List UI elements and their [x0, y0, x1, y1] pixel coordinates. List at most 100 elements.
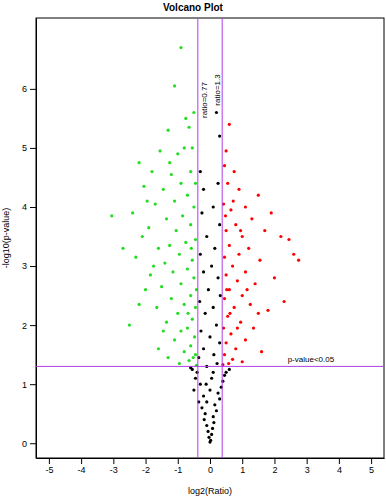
point: [192, 205, 195, 208]
x-tick-mark: [371, 458, 372, 464]
point: [219, 294, 222, 297]
point: [205, 235, 208, 238]
x-tick-label: -4: [78, 465, 86, 475]
y-tick: 5: [22, 143, 36, 153]
point: [194, 377, 197, 380]
point: [249, 303, 252, 306]
point: [213, 247, 216, 250]
reference-line: [197, 18, 198, 458]
point: [231, 358, 234, 361]
reference-label: p-value<0.05: [288, 355, 335, 364]
point: [257, 312, 260, 315]
point: [176, 152, 179, 155]
point: [186, 194, 189, 197]
point: [234, 223, 237, 226]
point: [168, 161, 171, 164]
point: [232, 199, 235, 202]
point: [165, 321, 168, 324]
point: [183, 350, 186, 353]
point: [266, 309, 269, 312]
x-tick: 3: [305, 458, 310, 475]
point: [163, 262, 166, 265]
point: [216, 276, 219, 279]
reference-label: ratio=0.77: [200, 82, 209, 118]
point: [121, 247, 124, 250]
point: [229, 332, 232, 335]
point: [208, 335, 211, 338]
plot-frame: [36, 18, 384, 458]
point: [215, 111, 218, 114]
point: [173, 84, 176, 87]
y-tick-label: 3: [22, 261, 27, 271]
point: [150, 170, 153, 173]
point: [236, 279, 239, 282]
x-tick-mark: [146, 458, 147, 464]
point: [168, 244, 171, 247]
point: [270, 211, 273, 214]
y-tick-mark: [30, 266, 36, 267]
y-tick-mark: [30, 207, 36, 208]
point: [207, 436, 210, 439]
point: [190, 247, 193, 250]
reference-lines: [36, 18, 384, 458]
point: [202, 394, 205, 397]
point: [193, 335, 196, 338]
x-tick-label: -3: [110, 465, 118, 475]
point: [215, 324, 218, 327]
point: [205, 383, 208, 386]
point: [252, 326, 255, 329]
y-tick: 1: [22, 380, 36, 390]
x-tick: 4: [337, 458, 342, 475]
point: [228, 368, 231, 371]
point: [206, 430, 209, 433]
point: [167, 356, 170, 359]
point: [147, 226, 150, 229]
point: [186, 312, 189, 315]
point: [138, 161, 141, 164]
point: [176, 312, 179, 315]
point: [110, 214, 113, 217]
point: [228, 312, 231, 315]
point: [203, 418, 206, 421]
point: [233, 306, 236, 309]
point: [142, 185, 145, 188]
x-tick: -3: [110, 458, 118, 475]
point: [218, 135, 221, 138]
point: [155, 306, 158, 309]
y-tick-label: 4: [22, 202, 27, 212]
point: [184, 117, 187, 120]
point: [179, 329, 182, 332]
point: [157, 247, 160, 250]
point: [183, 303, 186, 306]
point: [213, 403, 216, 406]
point: [273, 276, 276, 279]
point: [283, 300, 286, 303]
point: [199, 253, 202, 256]
series: [189, 111, 231, 444]
y-tick-mark: [30, 148, 36, 149]
point: [194, 306, 197, 309]
point: [225, 273, 228, 276]
point: [141, 235, 144, 238]
point: [154, 202, 157, 205]
y-tick-mark: [30, 325, 36, 326]
point: [186, 267, 189, 270]
point: [179, 182, 182, 185]
point: [226, 315, 229, 318]
point: [171, 270, 174, 273]
point: [162, 188, 165, 191]
point: [225, 229, 228, 232]
point: [170, 173, 173, 176]
point: [189, 294, 192, 297]
point: [192, 111, 195, 114]
x-tick-label: 5: [369, 465, 374, 475]
point: [237, 253, 240, 256]
x-tick-label: 4: [337, 465, 342, 475]
point: [207, 288, 210, 291]
point: [231, 264, 234, 267]
x-tick: -1: [174, 458, 182, 475]
point: [297, 259, 300, 262]
point: [241, 360, 244, 363]
x-tick: -4: [78, 458, 86, 475]
y-tick: 2: [22, 320, 36, 330]
